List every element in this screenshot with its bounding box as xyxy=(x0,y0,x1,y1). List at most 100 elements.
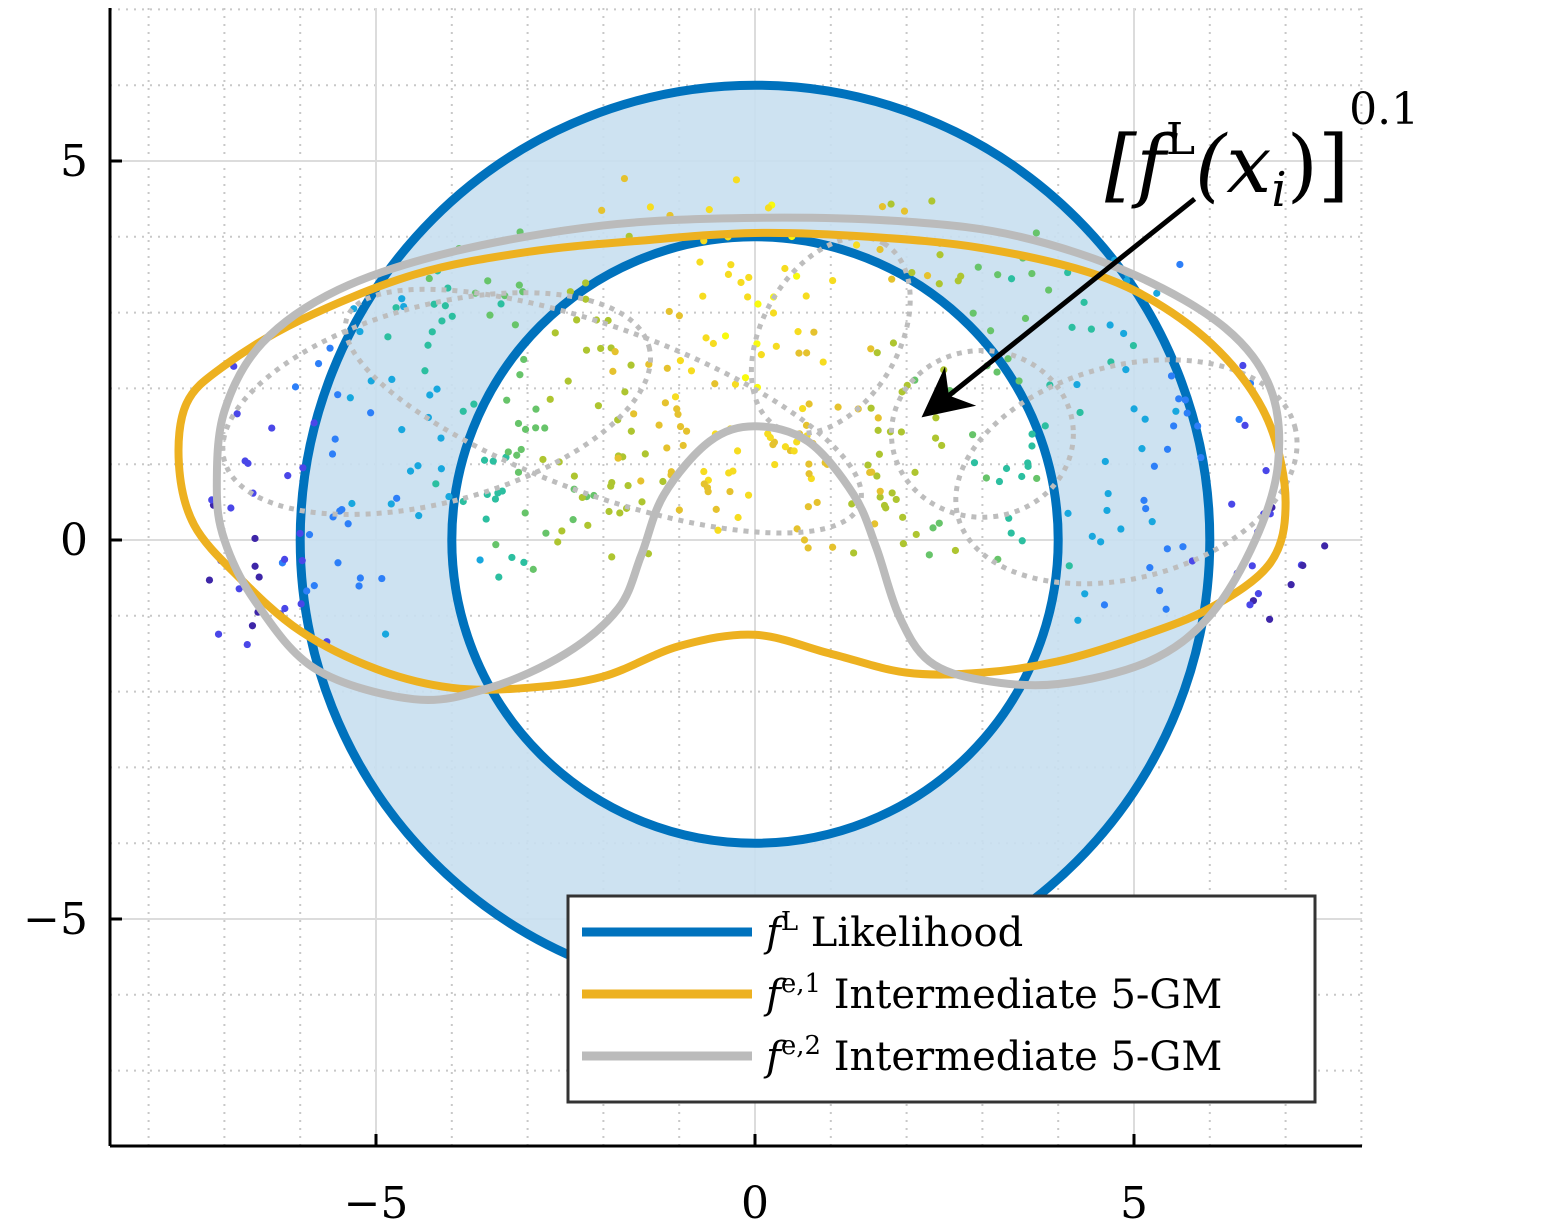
sample-point xyxy=(641,450,649,458)
sample-point xyxy=(1163,545,1171,553)
sample-point xyxy=(876,493,884,501)
sample-point xyxy=(459,407,467,415)
sample-point xyxy=(476,556,484,564)
sample-point xyxy=(564,377,572,385)
sample-point xyxy=(578,493,586,502)
legend: fL Likelihood fe,1 Intermediate 5-GM fe,2 … xyxy=(566,894,1317,1104)
sample-point xyxy=(520,355,528,364)
sample-point xyxy=(1018,472,1026,481)
sample-point xyxy=(873,472,881,480)
sample-point xyxy=(608,553,616,561)
sample-point xyxy=(951,546,960,555)
annotation-label-arg: (x xyxy=(1195,118,1271,211)
sample-point xyxy=(994,271,1002,279)
sample-point xyxy=(480,456,489,464)
sample-point xyxy=(296,529,304,538)
sample-point xyxy=(388,375,396,383)
sample-point xyxy=(1122,366,1130,374)
sample-point xyxy=(539,455,547,464)
annotation-arrow xyxy=(921,196,1197,418)
gm-component-ellipse xyxy=(888,348,1076,520)
sample-point xyxy=(1246,601,1254,609)
sample-point xyxy=(663,444,671,452)
sample-point xyxy=(712,505,720,513)
sample-point xyxy=(699,292,707,300)
sample-point xyxy=(1138,445,1146,453)
sample-point xyxy=(1087,325,1095,333)
sample-point xyxy=(659,477,667,486)
sample-point xyxy=(521,509,529,517)
sample-point xyxy=(1197,453,1205,462)
sample-point xyxy=(900,207,909,215)
sample-point xyxy=(935,519,943,527)
sample-point xyxy=(766,433,774,442)
sample-point xyxy=(897,428,906,436)
sample-point xyxy=(637,477,645,485)
y-tick-label: 5 xyxy=(60,136,88,187)
sample-point xyxy=(627,361,635,369)
sample-point xyxy=(1153,289,1161,297)
sample-point xyxy=(1073,380,1081,389)
sample-point xyxy=(486,311,494,319)
sample-point xyxy=(1175,395,1183,403)
sample-point xyxy=(800,536,809,544)
sample-point xyxy=(569,516,577,524)
sample-point xyxy=(470,400,478,408)
sample-point xyxy=(406,467,415,475)
sample-point xyxy=(1146,564,1154,572)
sample-point xyxy=(515,281,523,289)
sample-point xyxy=(336,507,344,515)
sample-point xyxy=(810,328,818,336)
sample-point xyxy=(935,280,943,288)
sample-point xyxy=(1194,422,1202,430)
sample-point xyxy=(744,491,753,499)
sample-point xyxy=(1262,467,1270,475)
sample-point xyxy=(864,461,872,469)
sample-point xyxy=(928,197,936,205)
sample-point xyxy=(1097,538,1105,546)
sample-point xyxy=(696,258,704,266)
sample-point xyxy=(982,474,990,482)
legend-superscript: e,1 xyxy=(781,969,821,999)
sample-point xyxy=(676,357,685,365)
sample-point xyxy=(687,367,696,375)
sample-point xyxy=(504,448,512,456)
x-tick-label: 5 xyxy=(1120,1178,1148,1223)
sample-point xyxy=(673,405,681,413)
sample-point xyxy=(621,388,629,396)
sample-point xyxy=(630,410,638,418)
sample-point xyxy=(1041,422,1049,430)
sample-point xyxy=(314,359,323,368)
axes: −5 0 5 5 0 −5 xyxy=(23,8,1362,1223)
sample-point xyxy=(1064,268,1072,277)
sample-point xyxy=(734,513,742,522)
sample-point xyxy=(558,527,566,535)
sample-point xyxy=(227,504,235,512)
sample-point xyxy=(1179,543,1187,551)
sample-point xyxy=(804,503,812,511)
sample-point xyxy=(1064,509,1072,517)
sample-point xyxy=(614,454,622,462)
sample-point xyxy=(1007,275,1016,283)
sample-point xyxy=(214,630,223,638)
sample-point xyxy=(346,394,354,402)
sample-point xyxy=(299,464,307,472)
sample-point xyxy=(828,543,837,551)
sample-point xyxy=(1140,496,1148,504)
sample-point xyxy=(425,274,433,283)
legend-superscript: L xyxy=(781,907,798,937)
sample-point xyxy=(280,555,289,563)
sample-point xyxy=(355,582,363,590)
sample-point xyxy=(1002,464,1011,473)
sample-point xyxy=(802,292,810,300)
sample-point xyxy=(805,400,813,408)
sample-point xyxy=(627,427,635,435)
sample-point xyxy=(532,405,540,413)
sample-point xyxy=(655,421,663,429)
sample-point xyxy=(432,480,440,488)
sample-point xyxy=(876,487,884,495)
sample-point xyxy=(367,409,375,417)
sample-point xyxy=(303,587,311,595)
sample-point xyxy=(676,422,685,431)
sample-point xyxy=(582,295,590,303)
